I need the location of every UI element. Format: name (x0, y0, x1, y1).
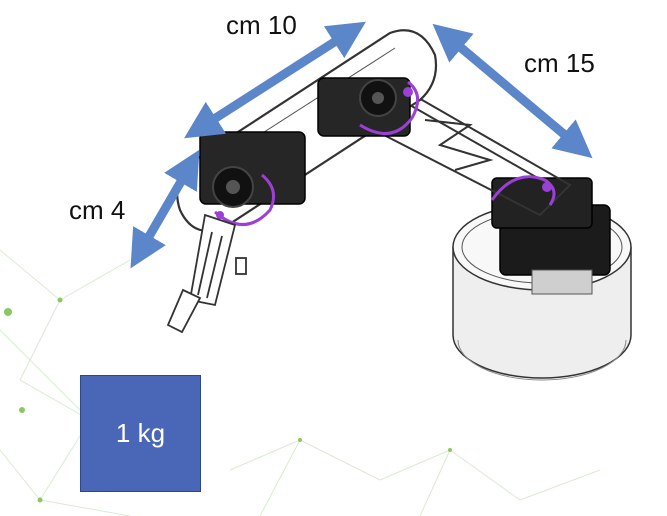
gripper-dimension-arrow (130, 149, 200, 269)
dimension-arrows (130, 21, 593, 269)
weight-label: 1 kg (115, 418, 166, 448)
elbow-servo (317, 77, 420, 137)
base-servo (491, 177, 611, 295)
base-joint-highlight (490, 175, 556, 206)
weight-box: 1 kg (80, 375, 201, 492)
forearm-dimension-arrow (432, 23, 593, 159)
upper-arm-dimension-arrow (184, 21, 366, 139)
gripper-length-label: cm 4 (69, 195, 126, 225)
gripper (166, 213, 247, 334)
background-network-pattern (0, 249, 601, 516)
wrist-servo (199, 131, 306, 226)
forearm-length-label: cm 15 (524, 48, 595, 78)
background-network-nodes (4, 297, 452, 503)
upper-arm-length-label: cm 10 (226, 10, 297, 40)
